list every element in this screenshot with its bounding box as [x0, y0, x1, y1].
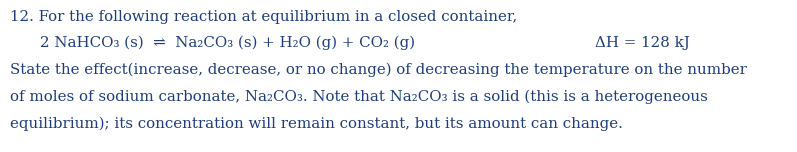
Text: of moles of sodium carbonate, Na₂CO₃. Note that Na₂CO₃ is a solid (this is a het: of moles of sodium carbonate, Na₂CO₃. No…	[10, 90, 708, 104]
Text: equilibrium); its concentration will remain constant, but its amount can change.: equilibrium); its concentration will rem…	[10, 117, 623, 131]
Text: 2 NaHCO₃ (s)  ⇌  Na₂CO₃ (s) + H₂O (g) + CO₂ (g): 2 NaHCO₃ (s) ⇌ Na₂CO₃ (s) + H₂O (g) + CO…	[40, 36, 415, 50]
Text: 12. For the following reaction at equilibrium in a closed container,: 12. For the following reaction at equili…	[10, 10, 517, 24]
Text: ΔH = 128 kJ: ΔH = 128 kJ	[595, 36, 690, 50]
Text: State the effect(increase, decrease, or no change) of decreasing the temperature: State the effect(increase, decrease, or …	[10, 63, 747, 77]
